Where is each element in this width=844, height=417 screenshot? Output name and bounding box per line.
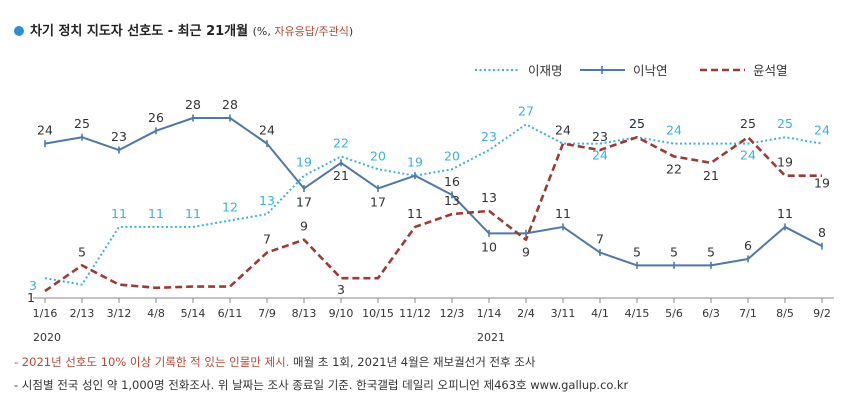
data-label: 25 [740, 116, 756, 131]
data-label: 25 [74, 116, 90, 131]
x-tick-label: 7/1 [739, 307, 757, 320]
data-label: 24 [814, 123, 830, 138]
legend-label: 윤석열 [753, 63, 788, 78]
x-tick-label: 1/14 [477, 307, 502, 320]
x-tick-label: 8/13 [292, 307, 317, 320]
data-label: 11 [777, 206, 793, 221]
data-label: 28 [222, 97, 238, 112]
data-label: 21 [703, 168, 719, 183]
data-label: 19 [296, 155, 312, 170]
data-label: 23 [481, 129, 497, 144]
footnote-2: - 시점별 전국 성인 약 1,000명 전화조사. 위 날짜는 조사 종료일 … [14, 378, 629, 392]
x-tick-label: 8/5 [776, 307, 794, 320]
data-label: 8 [818, 225, 826, 240]
data-label: 6 [744, 238, 752, 253]
x-tick-label: 4/8 [147, 307, 165, 320]
legend-label: 이재명 [528, 63, 563, 78]
x-tick-label: 2/4 [517, 307, 535, 320]
data-label: 11 [185, 206, 201, 221]
data-label: 7 [263, 232, 271, 247]
data-label: 1 [27, 290, 35, 305]
data-label: 3 [29, 278, 37, 293]
legend-label: 이낙연 [633, 63, 668, 78]
data-label: 13 [481, 190, 497, 205]
x-tick-label: 5/6 [665, 307, 683, 320]
data-label: 9 [300, 219, 308, 234]
data-label: 13 [259, 193, 275, 208]
year-label: 2020 [33, 331, 61, 344]
data-label: 26 [148, 110, 164, 125]
data-label: 20 [370, 148, 386, 163]
data-label: 11 [407, 206, 423, 221]
x-tick-label: 7/9 [258, 307, 276, 320]
title-bullet-icon [14, 26, 24, 36]
data-label: 28 [185, 97, 201, 112]
data-label: 22 [333, 135, 349, 150]
x-tick-label: 11/12 [399, 307, 431, 320]
data-label: 24 [740, 148, 756, 163]
data-label: 27 [518, 103, 534, 118]
x-tick-label: 5/14 [181, 307, 206, 320]
data-label: 25 [629, 116, 645, 131]
data-label: 17 [296, 194, 312, 209]
x-tick-label: 9/10 [329, 307, 354, 320]
data-label: 23 [592, 129, 608, 144]
data-label: 24 [666, 123, 682, 138]
x-tick-label: 10/15 [362, 307, 394, 320]
data-label: 3 [337, 282, 345, 297]
data-label: 24 [37, 123, 53, 138]
x-tick-label: 3/12 [107, 307, 132, 320]
data-label: 19 [814, 176, 830, 191]
data-label: 22 [666, 161, 682, 176]
data-label: 11 [111, 206, 127, 221]
data-label: 23 [111, 129, 127, 144]
x-tick-label: 4/15 [625, 307, 650, 320]
data-label: 10 [481, 239, 497, 254]
data-label: 5 [707, 244, 715, 259]
x-tick-label: 4/1 [591, 307, 609, 320]
series-line-2 [44, 117, 823, 267]
data-label: 5 [78, 244, 86, 259]
data-label: 7 [596, 232, 604, 247]
data-label: 5 [633, 244, 641, 259]
data-label: 9 [522, 245, 530, 260]
data-label: 25 [777, 116, 793, 131]
x-tick-label: 9/2 [813, 307, 831, 320]
data-label: 5 [670, 244, 678, 259]
x-tick-label: 6/11 [218, 307, 243, 320]
x-tick-label: 6/3 [702, 307, 720, 320]
data-label: 12 [222, 200, 238, 215]
data-label: 24 [592, 148, 608, 163]
data-label: 21 [333, 168, 349, 183]
x-tick-label: 1/16 [33, 307, 58, 320]
footnote-1: - 2021년 선호도 10% 이상 기록한 적 있는 인물만 제시. 매월 초… [14, 355, 536, 369]
data-label: 13 [444, 193, 460, 208]
data-label: 17 [370, 194, 386, 209]
x-tick-label: 12/3 [440, 307, 465, 320]
data-label: 11 [148, 206, 164, 221]
title-subtitle: (%, 자유응답/주관식) [252, 25, 354, 38]
series-line-1 [44, 123, 823, 286]
data-label: 16 [444, 174, 460, 189]
year-label: 2021 [477, 331, 505, 344]
title-main: 차기 정치 지도자 선호도 - 최근 21개월 [30, 24, 249, 39]
data-label: 20 [444, 148, 460, 163]
x-tick-label: 2/13 [70, 307, 95, 320]
data-label: 19 [777, 155, 793, 170]
data-label: 19 [407, 155, 423, 170]
data-label: 11 [555, 206, 571, 221]
series-line-3 [44, 135, 822, 293]
data-label: 24 [555, 123, 571, 138]
data-label: 24 [259, 123, 275, 138]
chart-title: 차기 정치 지도자 선호도 - 최근 21개월 (%, 자유응답/주관식) [14, 20, 353, 39]
data-label: 25 [629, 116, 645, 131]
x-tick-label: 3/11 [551, 307, 576, 320]
